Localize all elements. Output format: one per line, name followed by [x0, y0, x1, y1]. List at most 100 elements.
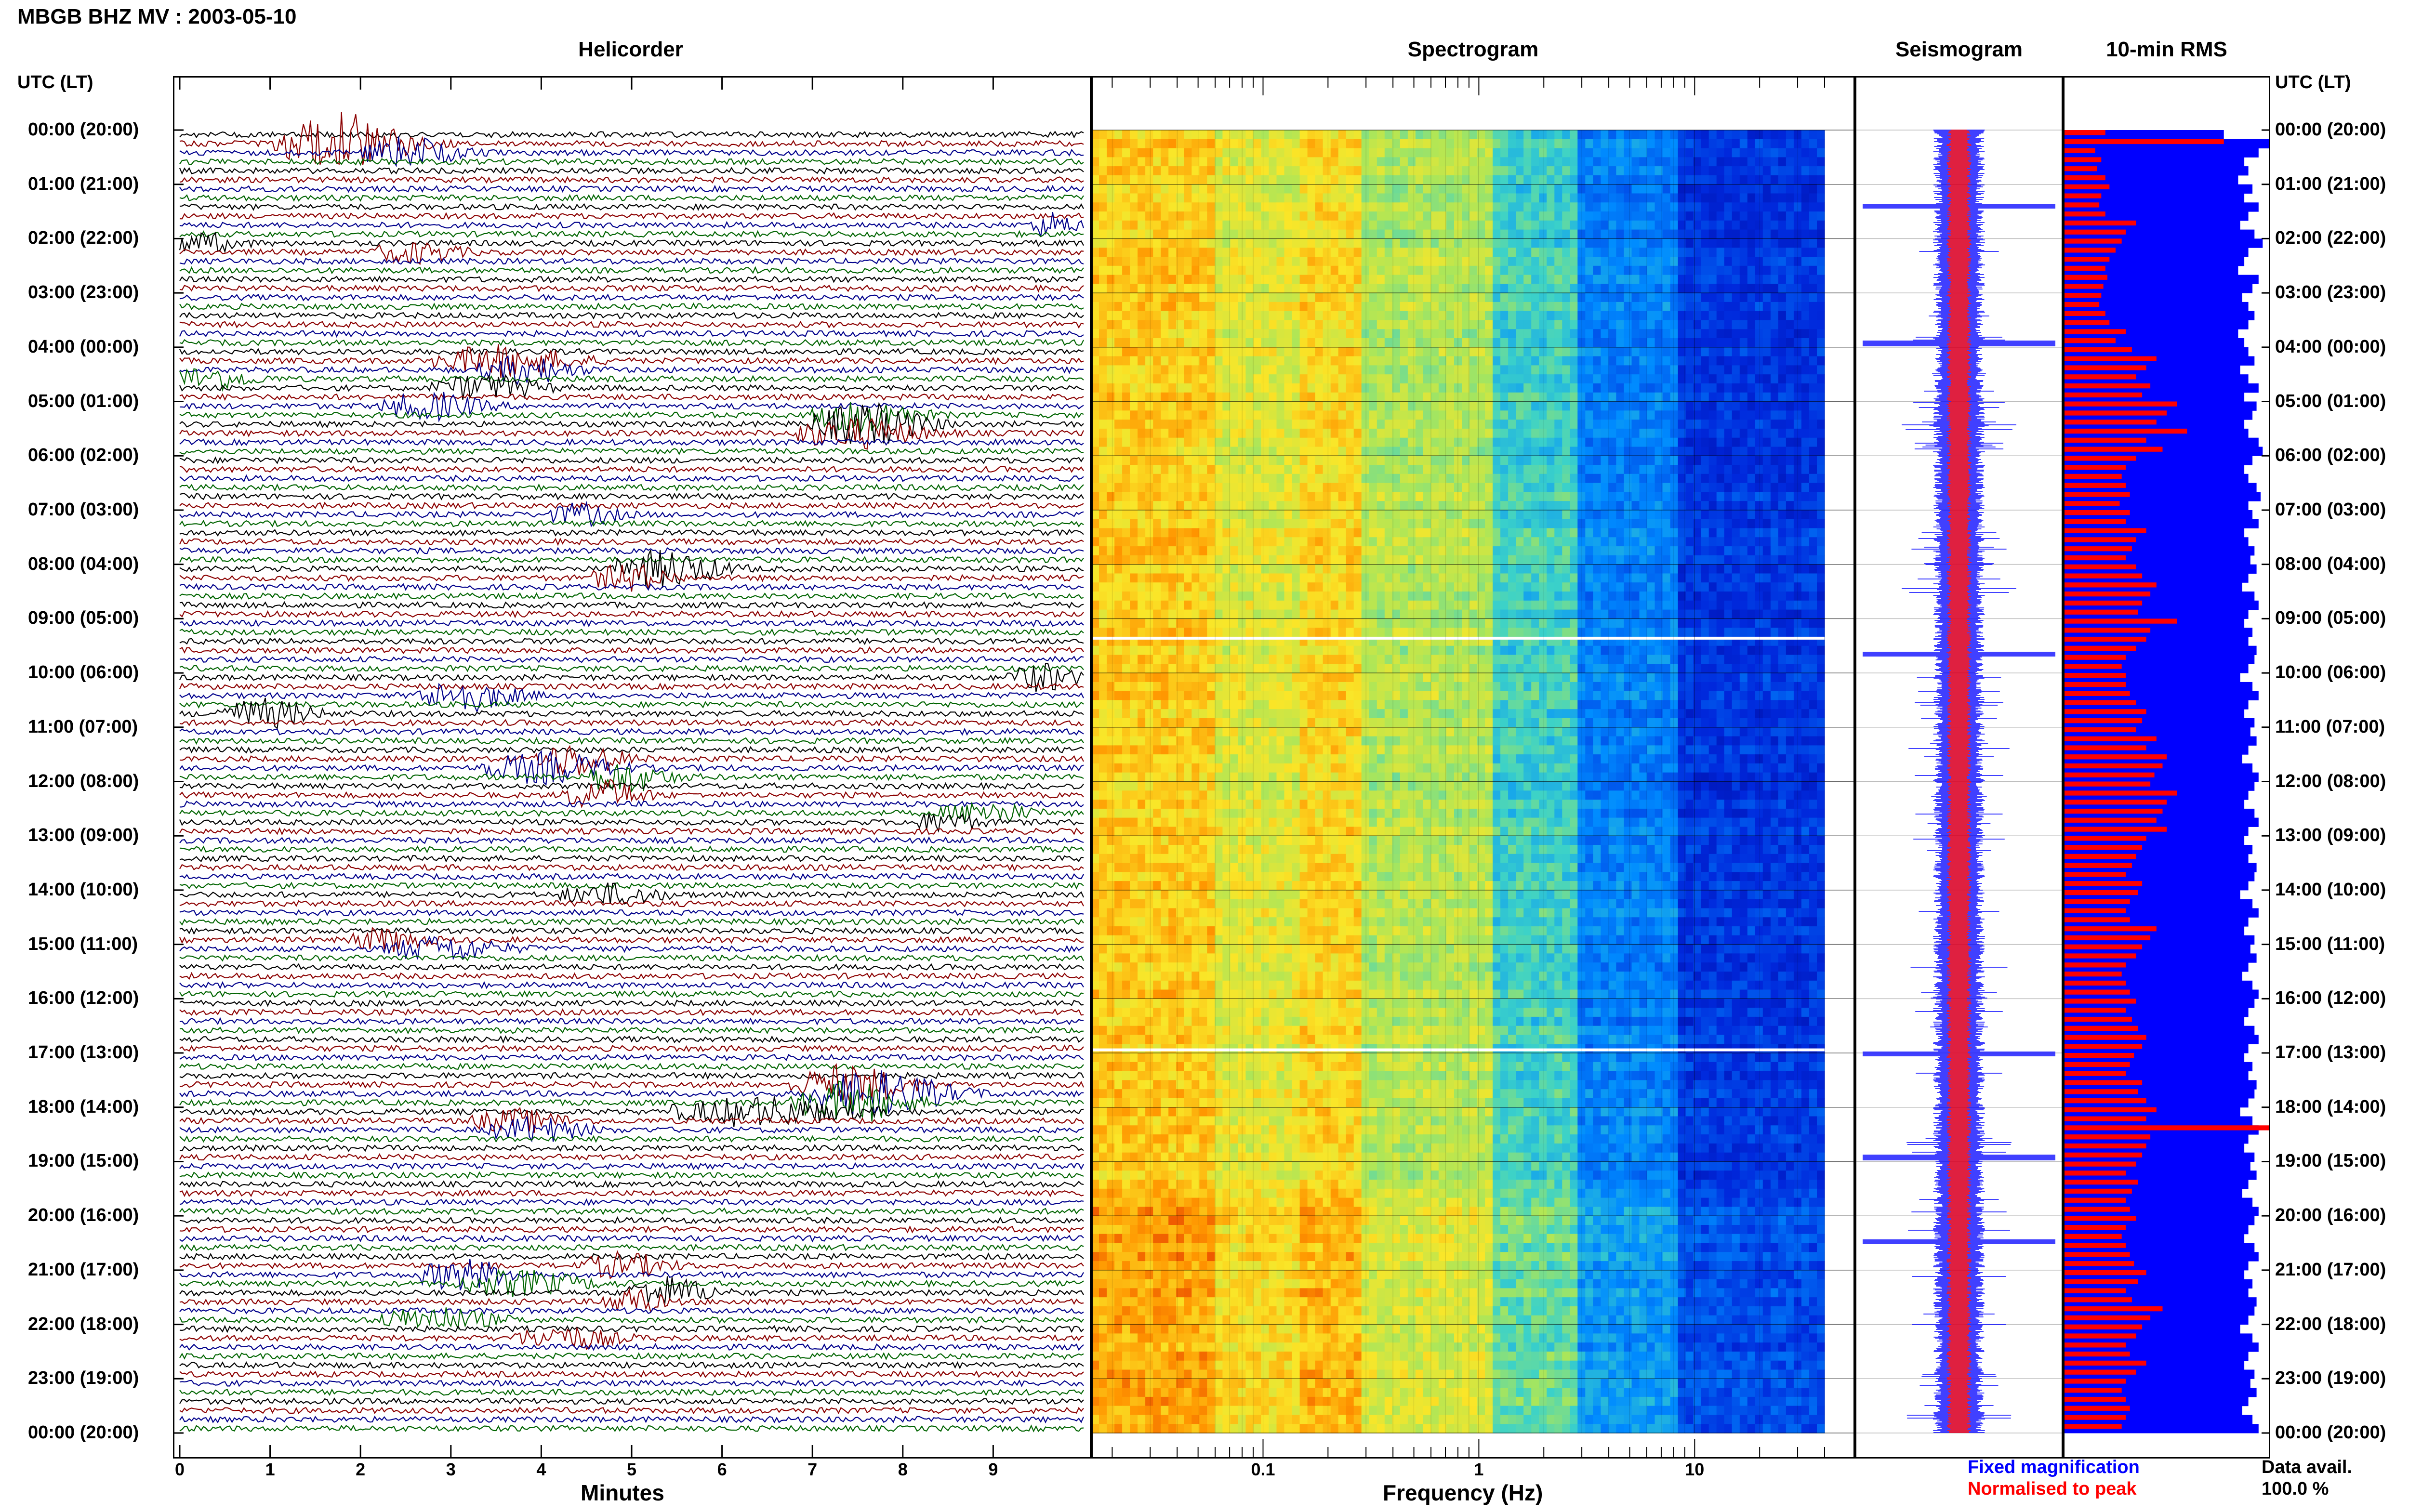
- spectrogram-cell: [1361, 537, 1370, 547]
- spectrogram-cell: [1662, 166, 1671, 176]
- spectrogram-cell: [1269, 410, 1277, 420]
- spectrogram-cell: [1330, 510, 1339, 520]
- spectrogram-cell: [1631, 293, 1640, 302]
- spectrogram-cell: [1508, 365, 1516, 375]
- spectrogram-cell: [1585, 410, 1593, 420]
- spectrogram-cell: [1261, 528, 1270, 538]
- spectrogram-cell: [1369, 338, 1377, 348]
- spectrogram-cell: [1315, 420, 1324, 429]
- spectrogram-cell: [1199, 401, 1207, 411]
- spectrogram-cell: [1176, 220, 1184, 230]
- spectrogram-cell: [1315, 573, 1324, 583]
- spectrogram-cell: [1485, 447, 1493, 456]
- spectrogram-cell: [1462, 465, 1470, 474]
- spectrogram-cell: [1539, 573, 1547, 583]
- spectrogram-cell: [1269, 184, 1277, 194]
- spectrogram-cell: [1809, 193, 1817, 203]
- spectrogram-cell: [1739, 501, 1748, 511]
- spectrogram-cell: [1353, 229, 1362, 239]
- spectrogram-cell: [1138, 465, 1146, 474]
- spectrogram-cell: [1122, 175, 1130, 185]
- spectrogram-cell: [1639, 528, 1648, 538]
- spectrogram-cell: [1701, 501, 1709, 511]
- spectrogram-cell: [1701, 184, 1709, 194]
- spectrogram-cell: [1724, 139, 1733, 149]
- spectrogram-cell: [1562, 229, 1570, 239]
- spectrogram-cell: [1778, 347, 1787, 357]
- spectrogram-cell: [1554, 265, 1562, 276]
- spectrogram-cell: [1639, 157, 1648, 167]
- spectrogram-cell: [1114, 284, 1123, 293]
- spectrogram-cell: [1191, 320, 1200, 329]
- spectrogram-cell: [1477, 329, 1485, 339]
- spectrogram-cell: [1469, 193, 1478, 203]
- station-title: MBGB BHZ MV : 2003-05-10: [17, 5, 297, 28]
- time-label-right: 19:00 (15:00): [2275, 1151, 2386, 1171]
- spectrogram-cell: [1361, 392, 1370, 402]
- spectrogram-cell: [1253, 437, 1261, 447]
- helicorder-trace: [179, 1171, 1084, 1180]
- spectrogram-cell: [1122, 265, 1130, 276]
- spectrogram-cell: [1107, 311, 1115, 321]
- spectrogram-cell: [1377, 456, 1385, 465]
- spectrogram-cell: [1330, 374, 1339, 384]
- spectrogram-cell: [1230, 483, 1238, 492]
- spectrogram-cell: [1384, 365, 1393, 375]
- spectrogram-cell: [1601, 492, 1609, 501]
- spectrogram-cell: [1562, 537, 1570, 547]
- spectrogram-cell: [1593, 338, 1601, 348]
- helicorder-trace: [179, 184, 1084, 193]
- spectrogram-cell: [1369, 483, 1377, 492]
- spectrogram-cell: [1191, 374, 1200, 384]
- spectrogram-cell: [1438, 501, 1447, 511]
- spectrogram-cell: [1415, 265, 1424, 276]
- spectrogram-cell: [1662, 320, 1671, 329]
- spectrogram-cell: [1107, 148, 1115, 158]
- spectrogram-cell: [1523, 465, 1532, 474]
- spectrogram-cell: [1400, 257, 1408, 266]
- spectrogram-cell: [1323, 248, 1331, 257]
- spectrogram-cell: [1454, 528, 1462, 538]
- spectrogram-cell: [1407, 320, 1416, 329]
- spectrogram-cell: [1377, 347, 1385, 357]
- spectrogram-cell: [1523, 148, 1532, 158]
- spectrogram-cell: [1755, 157, 1763, 167]
- spectrogram-cell: [1369, 492, 1377, 501]
- spectrogram-cell: [1577, 528, 1586, 538]
- spectrogram-cell: [1407, 510, 1416, 520]
- spectrogram-cell: [1469, 510, 1478, 520]
- spectrogram-cell: [1346, 356, 1354, 366]
- spectrogram-cell: [1168, 329, 1177, 339]
- spectrogram-cell: [1762, 437, 1771, 447]
- spectrogram-cell: [1430, 166, 1439, 176]
- spectrogram-cell: [1801, 148, 1810, 158]
- spectrogram-cell: [1655, 356, 1663, 366]
- spectrogram-cell: [1091, 555, 1099, 565]
- spectrogram-cell: [1601, 175, 1609, 185]
- spectrogram-cell: [1716, 130, 1725, 140]
- spectrogram-cell: [1639, 573, 1648, 583]
- spectrogram-cell: [1585, 302, 1593, 312]
- spectrogram-cell: [1562, 139, 1570, 149]
- spectrogram-cell: [1145, 338, 1153, 348]
- spectrogram-cell: [1670, 537, 1679, 547]
- spectrogram-cell: [1338, 528, 1347, 538]
- spectrogram-cell: [1091, 428, 1099, 438]
- spectrogram-cell: [1778, 428, 1787, 438]
- spectrogram-cell: [1107, 492, 1115, 501]
- helicorder-trace: [179, 1361, 1084, 1369]
- spectrogram-cell: [1130, 365, 1138, 375]
- spectrogram-cell: [1685, 555, 1694, 565]
- spectrogram-cell: [1415, 139, 1424, 149]
- spectrogram-cell: [1531, 193, 1539, 203]
- spectrogram-cell: [1215, 555, 1223, 565]
- spectrogram-cell: [1207, 410, 1215, 420]
- spectrogram-cell: [1338, 492, 1347, 501]
- spectrogram-cell: [1547, 302, 1555, 312]
- helicorder-trace: [179, 927, 1084, 935]
- spectrogram-cell: [1662, 148, 1671, 158]
- spectrogram-cell: [1570, 573, 1578, 583]
- spectrogram-cell: [1292, 284, 1300, 293]
- spectrogram-cell: [1624, 220, 1632, 230]
- spectrogram-cell: [1516, 175, 1524, 185]
